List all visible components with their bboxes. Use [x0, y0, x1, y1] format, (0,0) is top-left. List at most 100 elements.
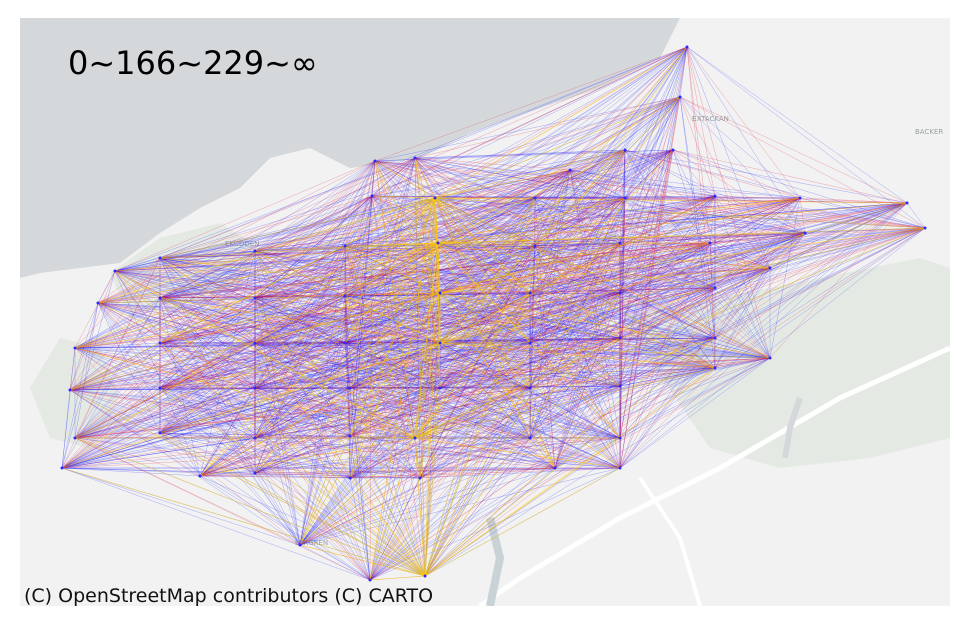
- flow-edge-low: [529, 202, 908, 344]
- flow-edge-high: [414, 149, 674, 439]
- flow-edge-high: [349, 342, 441, 479]
- flow-edge-low: [419, 337, 716, 479]
- flow-edge-high: [424, 232, 806, 577]
- flow-edge-low: [424, 387, 531, 577]
- flow-edge-low: [371, 149, 674, 197]
- flow-edge-low: [529, 202, 908, 294]
- flow-edge-mid: [69, 96, 681, 391]
- flow-edge-mid: [74, 437, 301, 546]
- flow-node: [803, 231, 807, 235]
- flow-edge-low: [344, 295, 771, 359]
- flow-edge-mid: [74, 270, 116, 349]
- flow-edge-low: [424, 337, 621, 577]
- flow-node: [623, 196, 627, 200]
- flow-edge-mid: [349, 387, 621, 469]
- flow-node: [198, 474, 202, 478]
- map-canvas[interactable]: EKUDDEN EXTACKAN BACKER LERGREN: [20, 18, 950, 606]
- flow-edge-mid: [349, 435, 421, 479]
- flow-edge-high: [254, 197, 436, 252]
- flow-edge-low: [369, 337, 621, 581]
- flow-edge-low: [344, 342, 556, 469]
- flow-edge-high: [159, 387, 426, 577]
- flow-edge-low: [569, 149, 626, 171]
- flow-edge-high: [371, 195, 436, 199]
- flow-edge-low: [254, 46, 688, 389]
- flow-edge-high: [159, 432, 426, 577]
- flow-edge-low: [349, 287, 716, 389]
- flow-node: [253, 471, 257, 475]
- flow-edge-mid: [424, 202, 908, 577]
- flow-edge-mid: [619, 149, 674, 294]
- flow-edge-mid: [254, 160, 376, 299]
- flow-edge-low: [159, 197, 536, 434]
- flow-edge-low: [624, 149, 716, 197]
- flow-edge-mid: [69, 389, 556, 469]
- flow-edge-high: [424, 387, 441, 577]
- flow-edge-low: [199, 169, 571, 477]
- flow-edge-high: [254, 292, 441, 439]
- flow-edge-low: [74, 245, 536, 439]
- flow-edge-mid: [672, 149, 771, 269]
- flow-edge-mid: [534, 197, 626, 247]
- flow-edge-high: [434, 46, 688, 199]
- flow-edge-low: [159, 257, 256, 389]
- flow-edge-low: [414, 46, 688, 159]
- flow-edge-mid: [371, 195, 711, 244]
- flow-edge-low: [619, 267, 771, 294]
- flow-edge-low: [61, 242, 439, 469]
- flow-edge-low: [69, 389, 621, 439]
- flow-edge-low: [69, 197, 626, 391]
- flow-edge-mid: [529, 337, 621, 439]
- flow-edge-high: [434, 197, 926, 229]
- flow-edge-low: [254, 297, 301, 546]
- flow-edge-mid: [199, 467, 556, 477]
- flow-edge-low: [624, 197, 806, 234]
- flow-edge-mid: [374, 46, 688, 162]
- flow-edge-mid: [159, 297, 256, 434]
- flow-edge-low: [254, 387, 531, 474]
- flow-edge-low: [414, 157, 536, 199]
- flow-edge-high: [434, 197, 908, 204]
- flow-edge-mid: [254, 160, 376, 344]
- flow-edge-low: [69, 292, 531, 391]
- flow-edge-high: [97, 302, 416, 439]
- flow-edge-mid: [74, 347, 161, 434]
- flow-edge-low: [254, 227, 926, 439]
- flow-edge-mid: [74, 267, 771, 349]
- flow-edge-low: [159, 387, 531, 434]
- flow-edge-low: [69, 387, 161, 391]
- flow-edge-mid: [419, 437, 531, 479]
- flow-edge-low: [344, 342, 716, 369]
- flow-node: [348, 386, 352, 390]
- flow-edge-low: [254, 197, 536, 389]
- flow-edge-low: [159, 387, 441, 434]
- flow-node: [158, 386, 162, 390]
- flow-edge-low: [199, 267, 771, 477]
- flow-edge-low: [299, 245, 536, 546]
- flow-edge-low: [439, 387, 621, 469]
- flow-edge-low: [534, 232, 806, 247]
- flow-edge-low: [254, 227, 926, 344]
- flow-edge-low: [299, 195, 373, 546]
- flow-edge-high: [74, 197, 436, 349]
- flow-edge-low: [199, 475, 371, 581]
- flow-edge-low: [74, 347, 256, 389]
- flow-edge-low: [199, 467, 621, 477]
- flow-edge-low: [529, 385, 621, 439]
- flow-edge-low: [254, 149, 674, 439]
- flow-edge-low: [714, 195, 771, 359]
- flow-edge-mid: [254, 437, 371, 581]
- flow-edge-low: [371, 195, 621, 439]
- flow-edge-mid: [619, 46, 688, 469]
- flow-edge-mid: [686, 46, 711, 244]
- flow-edge-low: [114, 270, 301, 546]
- flow-edge-high: [254, 197, 436, 439]
- flow-edge-low: [554, 202, 908, 469]
- flow-node: [253, 249, 257, 253]
- flow-node: [553, 466, 557, 470]
- flow-edge-low: [344, 157, 416, 344]
- flow-edge-low: [61, 292, 441, 469]
- flow-edge-low: [254, 202, 908, 252]
- flow-edge-low: [529, 387, 621, 439]
- flow-edge-mid: [69, 195, 373, 391]
